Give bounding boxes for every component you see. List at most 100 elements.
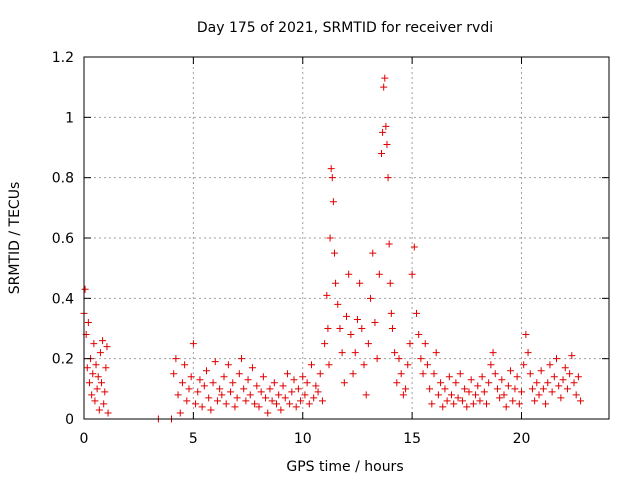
data-point xyxy=(286,400,294,408)
data-point xyxy=(402,385,410,393)
data-point xyxy=(375,270,383,278)
data-point xyxy=(544,379,552,387)
data-points xyxy=(80,74,585,423)
data-point xyxy=(570,379,578,387)
data-point xyxy=(345,270,353,278)
data-point xyxy=(196,376,204,384)
data-point xyxy=(358,325,366,332)
data-point xyxy=(478,373,486,381)
data-point xyxy=(476,397,484,405)
data-point xyxy=(314,388,322,396)
data-point xyxy=(231,403,239,411)
data-point xyxy=(367,294,375,302)
data-point xyxy=(211,358,219,366)
data-point xyxy=(294,385,302,393)
data-point xyxy=(408,270,416,278)
data-point xyxy=(522,331,530,339)
data-point xyxy=(283,370,291,378)
data-point xyxy=(568,352,576,360)
data-point xyxy=(384,174,392,182)
data-point xyxy=(275,391,283,399)
data-point xyxy=(99,337,107,345)
y-tick-label: 1.2 xyxy=(52,50,74,66)
data-point xyxy=(504,382,512,390)
data-point xyxy=(450,400,458,408)
data-point xyxy=(330,249,338,257)
data-point xyxy=(491,370,499,378)
data-point xyxy=(383,140,391,148)
data-point xyxy=(399,391,407,399)
data-point xyxy=(324,325,332,332)
data-point xyxy=(419,370,427,378)
data-point xyxy=(379,128,387,136)
data-point xyxy=(531,397,539,405)
data-point xyxy=(511,385,519,393)
data-point xyxy=(93,385,101,393)
data-point xyxy=(290,376,298,384)
data-point xyxy=(205,394,213,402)
data-point xyxy=(542,400,550,408)
data-point xyxy=(292,403,300,411)
data-point xyxy=(176,409,184,417)
data-point xyxy=(443,397,451,405)
data-point xyxy=(81,285,89,293)
data-point xyxy=(364,340,372,348)
data-point xyxy=(220,373,228,381)
data-point xyxy=(577,397,585,405)
data-point xyxy=(101,388,109,396)
data-point xyxy=(360,361,368,369)
data-point xyxy=(248,364,256,372)
data-point xyxy=(356,279,364,287)
data-point xyxy=(574,373,582,381)
data-point xyxy=(480,388,488,396)
data-point xyxy=(373,355,381,363)
data-point xyxy=(270,379,278,387)
data-point xyxy=(539,385,547,393)
data-point xyxy=(299,373,307,381)
data-point xyxy=(238,355,245,363)
data-point xyxy=(369,249,377,257)
data-point xyxy=(242,397,250,405)
data-point xyxy=(235,370,243,378)
data-point xyxy=(266,385,274,393)
data-point xyxy=(507,367,515,375)
data-point xyxy=(318,397,326,405)
data-point xyxy=(535,391,543,399)
y-tick-label: 0.2 xyxy=(52,352,74,368)
data-point xyxy=(288,388,296,396)
data-point xyxy=(84,318,92,326)
data-point xyxy=(244,376,252,384)
axis-ticks: 0 0.2 0.4 0.6 0.8 1 1.2 0 5 10 15 20 xyxy=(52,50,609,447)
data-point xyxy=(467,376,475,384)
data-point xyxy=(347,331,355,339)
data-point xyxy=(458,397,466,405)
data-point xyxy=(498,376,506,384)
data-point xyxy=(550,373,558,381)
data-point xyxy=(513,373,521,381)
x-tick-label: 0 xyxy=(80,431,89,447)
data-point xyxy=(170,370,178,378)
data-point xyxy=(308,361,315,369)
data-point xyxy=(415,331,423,339)
data-point xyxy=(500,391,508,399)
data-point xyxy=(89,370,97,378)
y-tick-label: 0.8 xyxy=(52,171,74,187)
data-point xyxy=(338,349,346,357)
chart-title: Day 175 of 2021, SRMTID for receiver rvd… xyxy=(197,20,493,36)
data-point xyxy=(90,340,98,348)
data-point xyxy=(224,361,232,369)
data-point xyxy=(96,349,104,357)
data-point xyxy=(465,388,473,396)
data-point xyxy=(463,403,471,411)
data-point xyxy=(448,391,455,399)
data-point xyxy=(553,355,560,363)
data-point xyxy=(227,388,235,396)
data-point xyxy=(198,403,206,411)
data-point xyxy=(572,391,580,399)
data-point xyxy=(279,382,287,390)
data-point xyxy=(430,370,438,378)
data-point xyxy=(380,83,388,91)
data-point xyxy=(95,406,103,414)
data-point xyxy=(546,361,554,369)
